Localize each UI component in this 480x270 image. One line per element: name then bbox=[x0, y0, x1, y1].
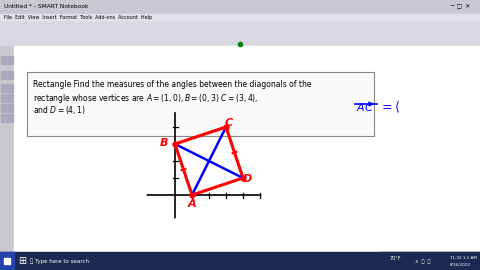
Text: A: A bbox=[188, 199, 196, 209]
Text: 🔍 Type here to search: 🔍 Type here to search bbox=[30, 258, 89, 264]
Bar bbox=[0, 14, 480, 22]
Text: $AC$: $AC$ bbox=[356, 101, 374, 113]
Bar bbox=[1, 56, 13, 64]
Text: Rectangle Find the measures of the angles between the diagonals of the: Rectangle Find the measures of the angle… bbox=[33, 80, 312, 89]
Bar bbox=[1, 71, 13, 79]
Bar bbox=[14, 46, 480, 252]
Bar bbox=[1, 104, 13, 112]
Text: B: B bbox=[160, 138, 168, 148]
Text: ─  □  ✕: ─ □ ✕ bbox=[450, 5, 470, 9]
Text: 8/16/2022: 8/16/2022 bbox=[450, 263, 471, 267]
Text: Untitled * - SMART Notebook: Untitled * - SMART Notebook bbox=[4, 5, 88, 9]
Text: C: C bbox=[225, 118, 233, 128]
Bar bbox=[0, 252, 14, 270]
Bar bbox=[0, 0, 480, 14]
Text: ⊞: ⊞ bbox=[18, 256, 26, 266]
Text: ∧  🔊  🌐: ∧ 🔊 🌐 bbox=[415, 258, 431, 264]
Bar bbox=[1, 84, 13, 92]
Bar bbox=[380, 252, 480, 270]
FancyBboxPatch shape bbox=[27, 72, 374, 136]
Bar bbox=[1, 114, 13, 122]
Text: File  Edit  View  Insert  Format  Tools  Add-ons  Account  Help: File Edit View Insert Format Tools Add-o… bbox=[4, 15, 152, 21]
Text: 70°F: 70°F bbox=[390, 255, 401, 261]
Text: D: D bbox=[242, 174, 252, 184]
Text: rectangle whose vertices are $A = (1, 0), B = (0, 3)$ $C = (3, 4),$: rectangle whose vertices are $A = (1, 0)… bbox=[33, 92, 259, 105]
Text: and $D = (4, 1)$: and $D = (4, 1)$ bbox=[33, 104, 86, 116]
Text: $= \langle$: $= \langle$ bbox=[379, 99, 400, 114]
Text: 11:32 1:1 AM: 11:32 1:1 AM bbox=[450, 256, 477, 260]
Bar bbox=[0, 252, 480, 270]
Bar bbox=[0, 22, 480, 46]
Bar bbox=[0, 46, 14, 252]
Bar bbox=[1, 94, 13, 102]
